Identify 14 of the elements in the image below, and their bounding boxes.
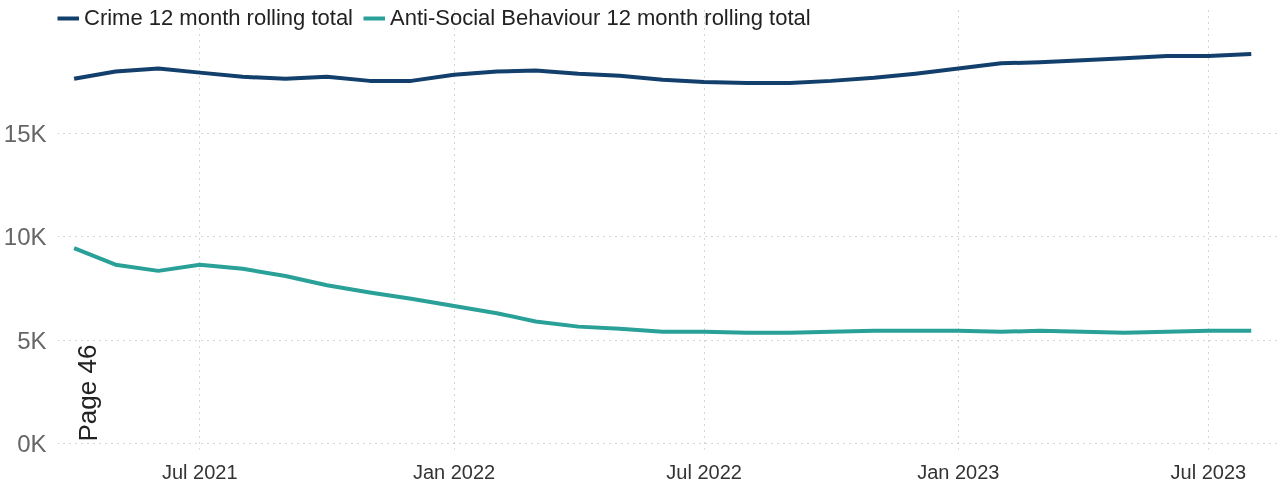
y-tick-label: 0K	[17, 429, 47, 457]
x-tick-label: Jan 2022	[412, 460, 496, 483]
legend-label: Crime 12 month rolling total	[84, 5, 354, 31]
line-series	[72, 52, 1254, 85]
annotation: Page 46	[72, 344, 103, 442]
x-tick-label: Jul 2021	[162, 460, 238, 483]
y-tick-label: 15K	[3, 120, 47, 148]
x-tick-label: Jan 2023	[917, 460, 1000, 483]
x-tick-label: Jul 2023	[1170, 460, 1247, 483]
y-tick-label: 10K	[3, 223, 47, 251]
line-series	[72, 246, 1254, 335]
legend-label: Anti-Social Behaviour 12 month rolling total	[390, 5, 811, 31]
x-tick-label: Jul 2022	[666, 460, 742, 483]
y-tick-label: 5K	[17, 326, 47, 354]
